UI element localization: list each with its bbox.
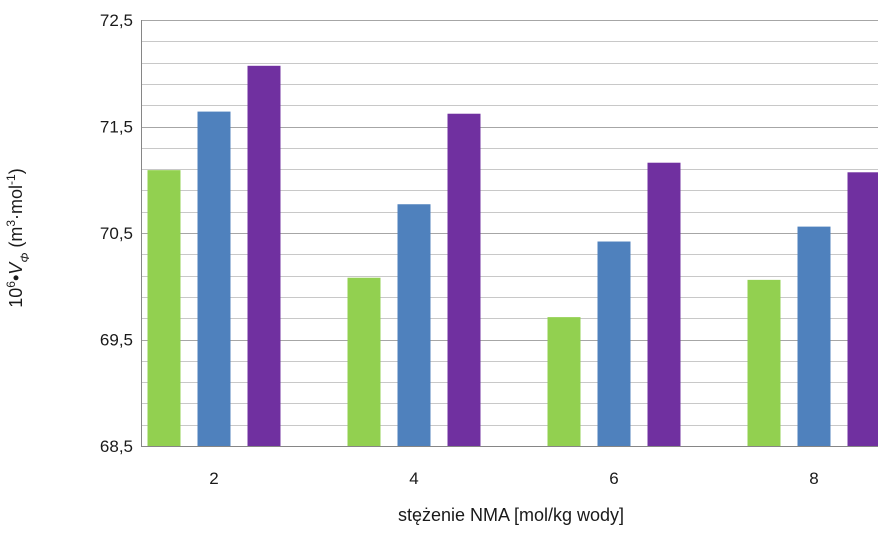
x-tick-labels: 2 4 6 8 bbox=[209, 469, 818, 488]
y-axis-title-unit-mid: ·mol bbox=[6, 185, 26, 220]
axes bbox=[141, 20, 878, 447]
bar-series2-cat-6 bbox=[597, 241, 631, 446]
x-axis-title: stężenie NMA [mol/kg wody] bbox=[398, 505, 624, 525]
bar-series3-cat-8 bbox=[847, 172, 878, 447]
bar-series2-cat-2 bbox=[197, 111, 231, 446]
y-tick-label: 72,5 bbox=[100, 11, 133, 30]
y-axis-title-unit-close: ) bbox=[6, 168, 26, 174]
bar-series3-cat-6 bbox=[647, 162, 681, 446]
bar-series1-cat-2 bbox=[147, 170, 181, 447]
x-tick-label: 8 bbox=[809, 469, 818, 488]
y-axis-title-symbol-sub: Φ bbox=[18, 253, 32, 263]
x-tick-label: 6 bbox=[609, 469, 618, 488]
y-axis-title-symbol: V bbox=[6, 261, 26, 275]
bars bbox=[147, 65, 878, 447]
y-tick-label: 71,5 bbox=[100, 118, 133, 137]
bar-series3-cat-4 bbox=[447, 113, 481, 446]
y-axis-title-unit-open: (m bbox=[6, 227, 26, 253]
bar-series1-cat-6 bbox=[547, 317, 581, 446]
y-tick-label: 70,5 bbox=[100, 224, 133, 243]
y-tick-labels: 68,5 69,5 70,5 71,5 72,5 bbox=[100, 11, 133, 456]
bar-series2-cat-8 bbox=[797, 226, 831, 446]
y-tick-label: 68,5 bbox=[100, 437, 133, 456]
y-tick-label: 69,5 bbox=[100, 331, 133, 350]
x-tick-label: 4 bbox=[409, 469, 418, 488]
y-axis-title-prefix: 10 bbox=[6, 288, 26, 308]
bar-series1-cat-8 bbox=[747, 279, 781, 446]
bar-series3-cat-2 bbox=[247, 65, 281, 447]
y-axis-title: 106•VΦ (m3·mol-1) bbox=[4, 168, 32, 307]
bar-series2-cat-4 bbox=[397, 204, 431, 446]
bar-series1-cat-4 bbox=[347, 277, 381, 446]
y-axis-title-unit-sup1: 3 bbox=[4, 220, 18, 227]
y-axis-title-dot: • bbox=[6, 275, 26, 281]
y-axis-title-prefix-sup: 6 bbox=[4, 281, 18, 288]
x-tick-label: 2 bbox=[209, 469, 218, 488]
y-axis-title-unit-sup2: -1 bbox=[4, 174, 18, 185]
